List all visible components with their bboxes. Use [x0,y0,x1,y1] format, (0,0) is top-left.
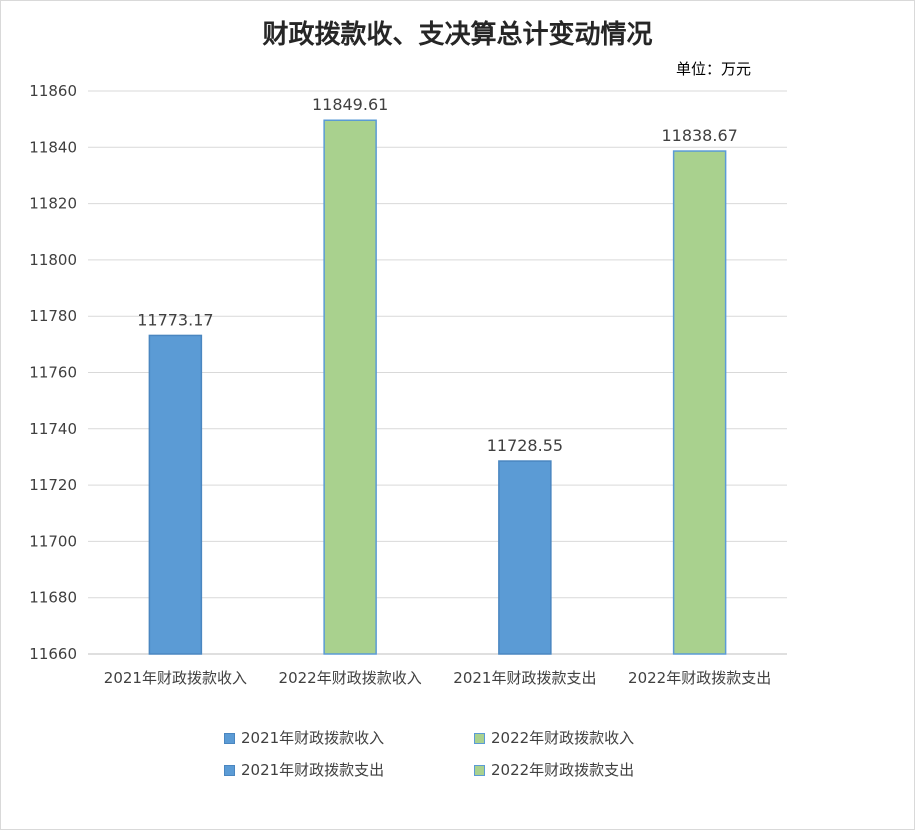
legend-swatch-3 [474,765,485,776]
y-tick-label: 11760 [29,364,77,382]
legend-swatch-0 [224,733,235,744]
data-label: 11773.17 [137,310,213,329]
y-tick-label: 11660 [29,645,77,663]
y-tick-label: 11720 [29,476,77,494]
y-tick-label: 11740 [29,420,77,438]
y-tick-label: 11700 [29,532,77,550]
legend-item-3: 2022年财政拨款支出 [474,759,634,780]
y-tick-label: 11780 [29,307,77,325]
data-label: 11728.55 [487,436,563,455]
legend-label-3: 2022年财政拨款支出 [491,761,635,779]
legend-swatch-2 [224,765,235,776]
data-label: 11838.67 [661,126,737,145]
x-tick-label: 2021年财政拨款收入 [104,669,247,687]
bar [498,460,552,655]
y-tick-label: 11800 [29,251,77,269]
legend-item-1: 2022年财政拨款收入 [474,727,634,748]
legend-item-0: 2021年财政拨款收入 [224,727,384,748]
x-tick-label: 2021年财政拨款支出 [453,669,596,687]
legend-label-1: 2022年财政拨款收入 [491,729,635,747]
x-tick-label: 2022年财政拨款收入 [279,669,422,687]
y-tick-label: 11820 [29,195,77,213]
y-tick-label: 11680 [29,589,77,607]
unit-label: 单位：万元 [676,60,752,78]
legend-swatch-1 [474,733,485,744]
y-tick-label: 11860 [29,82,77,100]
legend-label-0: 2021年财政拨款收入 [241,729,385,747]
bar [323,119,377,655]
x-tick-label: 2022年财政拨款支出 [628,669,771,687]
bar [672,150,727,655]
y-tick-label: 11840 [29,138,77,156]
legend-label-2: 2021年财政拨款支出 [241,761,385,779]
legend-item-2: 2021年财政拨款支出 [224,759,384,780]
data-label: 11849.61 [312,95,388,114]
chart-title: 财政拨款收、支决算总计变动情况 [262,20,653,50]
bar [148,334,203,655]
